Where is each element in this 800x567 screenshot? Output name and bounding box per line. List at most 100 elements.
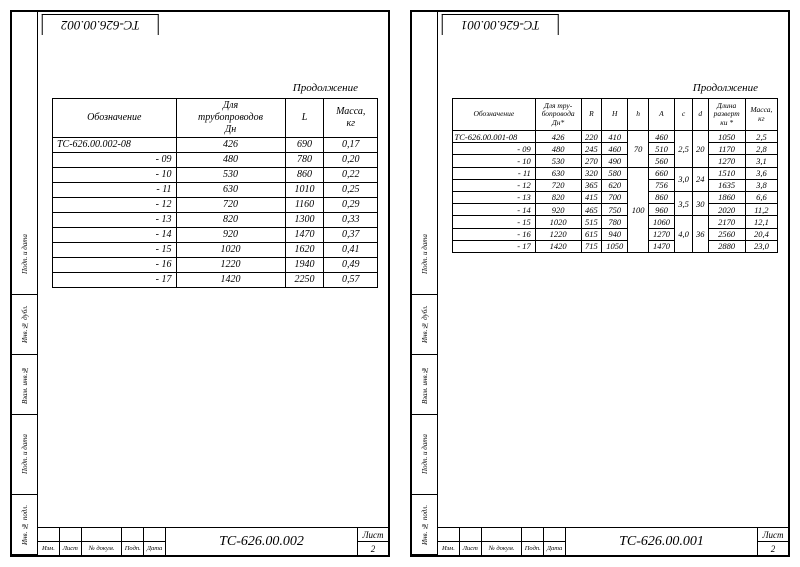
cell: 1420 [176,273,285,288]
sheet2-title-block: Изм.Лист№ докум.Подп.Дата ТС-626.00.001 … [438,527,788,555]
cell: 245 [581,143,602,155]
cell: 23,0 [745,240,777,252]
cell: 20 [693,131,708,168]
cell: 0,49 [324,258,378,273]
cell: 860 [285,168,324,183]
sheet1-sheet-label: Лист [358,528,388,542]
cell: 1060 [648,216,674,228]
cell: 3,0 [674,167,692,191]
cell: 320 [581,167,602,179]
tb-label: Изм. [38,542,60,555]
cell: 270 [581,155,602,167]
cell: 220 [581,131,602,143]
col-header: R [581,99,602,131]
cell: 1160 [285,198,324,213]
sheet1-sheet-no: 2 [358,542,388,555]
cell: 460 [602,143,628,155]
cell: - 09 [53,153,177,168]
cell: 515 [581,216,602,228]
table-row: - 0948024546051011702,8 [453,143,778,155]
cell: 2170 [708,216,745,228]
cell: 3,1 [745,155,777,167]
cell: 20,4 [745,228,777,240]
cell: 820 [535,191,581,203]
cell: 0,22 [324,168,378,183]
cell: - 14 [53,228,177,243]
cell: 2250 [285,273,324,288]
sheet-left: ТС-626.00.002 Подп. и датаИнв.№ дубл.Вза… [10,10,390,557]
cell: 1020 [535,216,581,228]
strip-label: Подп. и дата [12,415,38,495]
cell: - 10 [453,155,536,167]
cell: 1050 [602,240,628,252]
cell: - 17 [53,273,177,288]
col-header: h [628,99,649,131]
cell: 530 [176,168,285,183]
sheet2-left-strip: Подп. и датаИнв.№ дубл.Взам. инв.№Подп. … [412,12,438,555]
cell: 6,6 [745,191,777,203]
strip-label: Подп. и дата [412,415,438,495]
cell: - 11 [53,183,177,198]
tb-label: Подп. [122,542,144,555]
cell: 1010 [285,183,324,198]
table-row: - 15102051578010604,036217012,1 [453,216,778,228]
strip-label: Инв. № подл. [12,495,38,555]
cell: 0,33 [324,213,378,228]
cell: - 09 [453,143,536,155]
table-row: - 14920465750960202011,2 [453,204,778,216]
table-row: - 138204157008603,53018606,6 [453,191,778,203]
col-header: H [602,99,628,131]
cell: - 15 [453,216,536,228]
cell: 860 [648,191,674,203]
cell: 3,8 [745,179,777,191]
cell: 460 [648,131,674,143]
cell: 11,2 [745,204,777,216]
cell: - 11 [453,167,536,179]
cell: 30 [693,191,708,215]
cell: 365 [581,179,602,191]
cell: 660 [648,167,674,179]
cell: - 16 [53,258,177,273]
cell: 1635 [708,179,745,191]
cell: 1300 [285,213,324,228]
table-row: - 094807800,20 [53,153,378,168]
col-header: c [674,99,692,131]
cell: 920 [176,228,285,243]
cell: 3,5 [674,191,692,215]
cell: 465 [581,204,602,216]
strip-label: Подп. и дата [12,215,38,295]
table-row: - 1272011600,29 [53,198,378,213]
cell: 426 [535,131,581,143]
cell: 2560 [708,228,745,240]
table-row: - 105308600,22 [53,168,378,183]
cell: 1470 [648,240,674,252]
table-row: - 15102016200,41 [53,243,378,258]
cell: 780 [285,153,324,168]
sheet1-table: ОбозначениеДлятрубопроводовДнLМасса,кг Т… [52,98,378,288]
cell: 630 [176,183,285,198]
cell: 720 [176,198,285,213]
sheet1-left-strip: Подп. и датаИнв.№ дубл.Взам. инв.№Подп. … [12,12,38,555]
table-row: ТС-626.00.001-08426220410704602,52010502… [453,131,778,143]
cell: 630 [535,167,581,179]
tb-label: № докум. [482,542,523,555]
table-row: - 116303205801006603,02415103,6 [453,167,778,179]
strip-label: Инв.№ дубл. [12,295,38,355]
col-header: A [648,99,674,131]
cell: 100 [628,167,649,252]
cell: 1270 [708,155,745,167]
cell: 700 [602,191,628,203]
cell: 0,37 [324,228,378,243]
cell: 0,17 [324,138,378,153]
col-header: d [693,99,708,131]
cell: 510 [648,143,674,155]
cell: - 15 [53,243,177,258]
sheet2-sheet-label: Лист [758,528,788,542]
cell: 426 [176,138,285,153]
strip-label: Взам. инв.№ [412,355,438,415]
table-row: - 1163010100,25 [53,183,378,198]
table-row: - 17142071510501470288023,0 [453,240,778,252]
strip-label: Инв.№ дубл. [412,295,438,355]
cell: 490 [602,155,628,167]
cell: 780 [602,216,628,228]
